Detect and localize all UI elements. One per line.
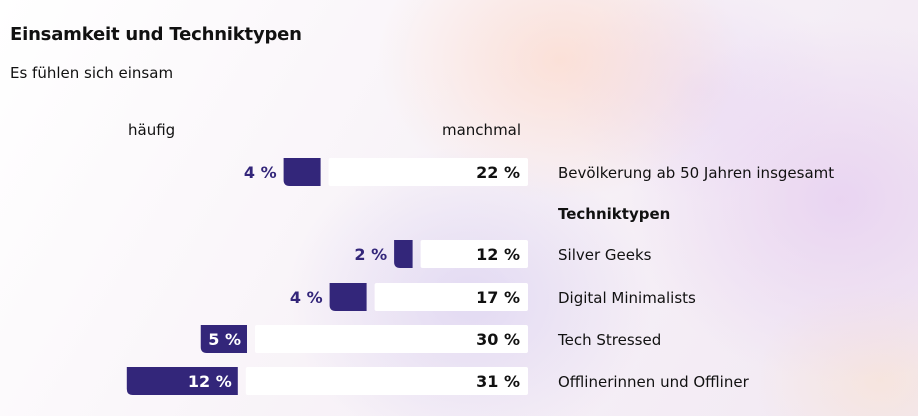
- bar-manchmal: [374, 283, 528, 311]
- data-label-haeufig: 12 %: [188, 372, 232, 391]
- bar-haeufig: [200, 325, 247, 353]
- category-label: Silver Geeks: [558, 246, 652, 264]
- data-label-haeufig: 2 %: [354, 245, 387, 264]
- chart-title: Einsamkeit und Techniktypen: [10, 24, 302, 45]
- group-label-techniktypen: Techniktypen: [558, 205, 671, 223]
- bar-manchmal: [255, 325, 528, 353]
- bar-haeufig: [283, 158, 321, 186]
- category-label: Digital Minimalists: [558, 289, 696, 307]
- data-label-manchmal: 12 %: [476, 245, 520, 264]
- bar-manchmal: [245, 367, 529, 395]
- data-label-manchmal: 22 %: [476, 163, 520, 182]
- data-label-manchmal: 31 %: [476, 372, 520, 391]
- bar-manchmal: [420, 240, 528, 268]
- legend-manchmal: manchmal: [442, 121, 522, 139]
- bar-haeufig: [329, 283, 367, 311]
- category-label: Offlinerinnen und Offliner: [558, 373, 750, 391]
- data-label-haeufig: 5 %: [208, 330, 241, 349]
- bar-haeufig: [394, 240, 413, 268]
- legend-haeufig: häufig: [128, 121, 176, 139]
- bar-manchmal: [328, 158, 528, 186]
- data-label-manchmal: 30 %: [476, 330, 520, 349]
- data-label-haeufig: 4 %: [290, 288, 323, 307]
- data-label-manchmal: 17 %: [476, 288, 520, 307]
- category-label: Tech Stressed: [557, 331, 661, 349]
- data-label-haeufig: 4 %: [244, 163, 277, 182]
- category-label: Bevölkerung ab 50 Jahren insgesamt: [558, 164, 834, 182]
- bar-haeufig: [126, 367, 238, 395]
- chart-subtitle: Es fühlen sich einsam: [10, 64, 174, 82]
